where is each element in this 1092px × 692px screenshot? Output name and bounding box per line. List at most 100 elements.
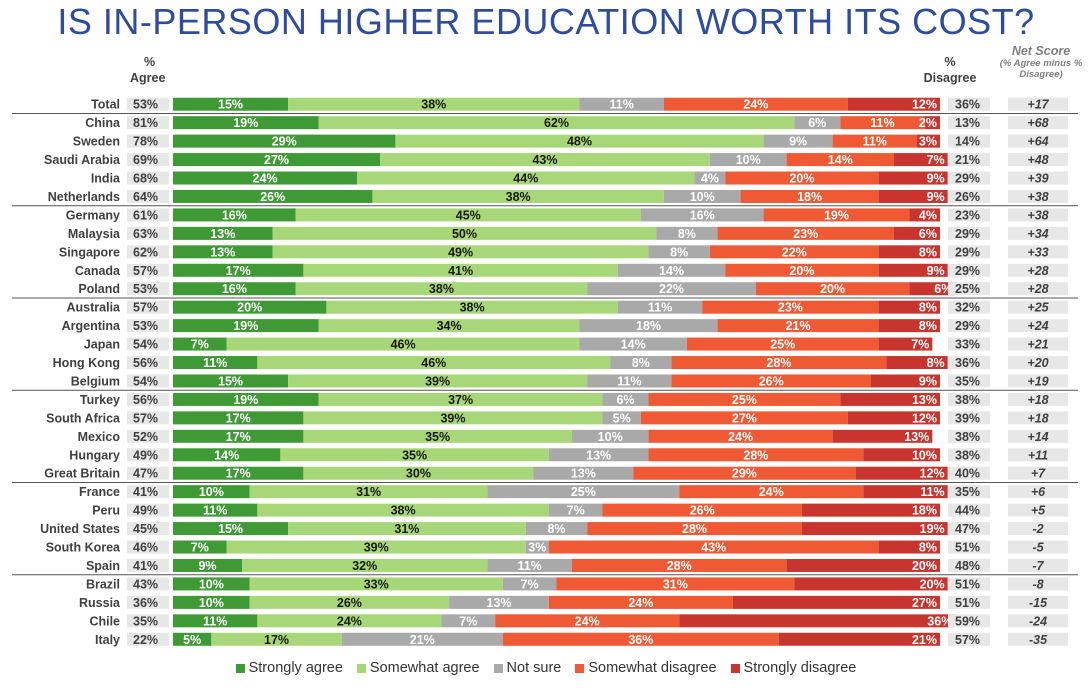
bar-segment bbox=[893, 153, 948, 167]
segment-label: 20% bbox=[789, 264, 814, 278]
country-label: Russia bbox=[79, 596, 121, 610]
bar-segment bbox=[242, 558, 488, 572]
segment-label: 17% bbox=[226, 467, 251, 481]
segment-label: 36% bbox=[927, 614, 952, 628]
country-label: Belgium bbox=[71, 374, 120, 388]
segment-label: 49% bbox=[448, 245, 473, 259]
disagree-cell bbox=[948, 134, 990, 148]
agree-value: 63% bbox=[133, 227, 158, 241]
bar-segment bbox=[257, 356, 611, 370]
segment-label: 45% bbox=[456, 208, 481, 222]
bar-segment bbox=[709, 153, 787, 167]
segment-label: 10% bbox=[690, 190, 715, 204]
segment-label: 41% bbox=[448, 264, 473, 278]
country-label: United States bbox=[40, 522, 120, 536]
segment-label: 20% bbox=[237, 301, 262, 315]
segment-label: 23% bbox=[793, 227, 818, 241]
bar-segment bbox=[295, 208, 641, 222]
segment-label: 7% bbox=[191, 541, 209, 555]
bar-segment bbox=[610, 356, 672, 370]
net-score-cell bbox=[1008, 245, 1068, 259]
segment-label: 4% bbox=[701, 172, 719, 186]
country-label: South Africa bbox=[46, 411, 121, 425]
disagree-cell bbox=[948, 485, 990, 499]
segment-label: 24% bbox=[575, 614, 600, 628]
bar-segment bbox=[173, 337, 227, 351]
bar-segment bbox=[786, 153, 894, 167]
segment-label: 27% bbox=[912, 596, 937, 610]
agree-value: 41% bbox=[133, 559, 158, 573]
bar-segment bbox=[173, 429, 304, 443]
disagree-value: 29% bbox=[955, 319, 980, 333]
bar-segment bbox=[671, 374, 871, 388]
agree-value: 36% bbox=[133, 596, 158, 610]
disagree-cell bbox=[948, 116, 990, 130]
agree-value: 54% bbox=[133, 374, 158, 388]
segment-label: 9% bbox=[198, 559, 216, 573]
segment-label: 13% bbox=[586, 448, 611, 462]
segment-label: 13% bbox=[210, 227, 235, 241]
segment-label: 44% bbox=[513, 172, 538, 186]
country-label: China bbox=[85, 116, 121, 130]
segment-label: 7% bbox=[927, 153, 945, 167]
bar-segment bbox=[602, 411, 641, 425]
agree-cell bbox=[127, 577, 169, 591]
legend-label: Not sure bbox=[506, 660, 562, 676]
disagree-cell bbox=[948, 448, 990, 462]
disagree-cell bbox=[948, 226, 990, 240]
segment-label: 2% bbox=[919, 116, 937, 130]
country-label: Spain bbox=[86, 559, 120, 573]
disagree-cell bbox=[948, 577, 990, 591]
agree-cell bbox=[127, 466, 169, 480]
segment-label: 9% bbox=[919, 374, 937, 388]
bar-segment bbox=[909, 282, 956, 296]
segment-label: 16% bbox=[222, 208, 247, 222]
bar-segment bbox=[257, 614, 442, 628]
net-score-value: +18 bbox=[1027, 411, 1048, 425]
legend-label: Strongly agree bbox=[248, 660, 343, 676]
bar-segment bbox=[702, 300, 879, 314]
legend-swatch bbox=[575, 663, 585, 673]
segment-label: 28% bbox=[766, 356, 791, 370]
bar-segment bbox=[679, 614, 956, 628]
bar-segment bbox=[878, 245, 940, 259]
disagree-value: 36% bbox=[955, 98, 980, 112]
segment-label: 26% bbox=[690, 504, 715, 518]
bar-segment bbox=[395, 134, 764, 148]
bar-segment bbox=[173, 282, 296, 296]
segment-label: 10% bbox=[199, 485, 224, 499]
net-score-value: -15 bbox=[1029, 596, 1048, 610]
segment-label: 24% bbox=[337, 614, 362, 628]
segment-label: 27% bbox=[264, 153, 289, 167]
agree-value: 62% bbox=[133, 245, 158, 259]
net-score-subtitle: (% Agree minus % Disagree) bbox=[999, 58, 1083, 80]
disagree-cell bbox=[948, 245, 990, 259]
bar-segment bbox=[663, 189, 741, 203]
agree-value: 54% bbox=[133, 338, 158, 352]
bar-segment bbox=[916, 134, 940, 148]
net-score-value: +14 bbox=[1027, 430, 1048, 444]
bar-segment bbox=[878, 189, 948, 203]
agree-value: 45% bbox=[133, 522, 158, 536]
segment-label: 10% bbox=[199, 577, 224, 591]
legend-label: Strongly disagree bbox=[743, 660, 857, 676]
agree-cell bbox=[127, 153, 169, 167]
net-score-cell bbox=[1008, 522, 1068, 536]
agree-cell bbox=[127, 374, 169, 388]
bar-segment bbox=[502, 632, 779, 646]
agree-value: 49% bbox=[133, 448, 158, 462]
country-label: Great Britain bbox=[44, 467, 120, 481]
bar-segment bbox=[357, 171, 695, 185]
segment-label: 3% bbox=[919, 135, 937, 149]
segment-label: 9% bbox=[927, 190, 945, 204]
agree-value: 53% bbox=[133, 282, 158, 296]
bar-segment bbox=[855, 466, 948, 480]
bar-segment bbox=[909, 208, 940, 222]
bar-segment bbox=[725, 263, 879, 277]
disagree-value: 48% bbox=[955, 559, 980, 573]
segment-label: 6% bbox=[934, 282, 952, 296]
country-label: Saudi Arabia bbox=[44, 153, 121, 167]
segment-label: 46% bbox=[391, 338, 416, 352]
segment-label: 11% bbox=[648, 301, 672, 315]
net-score-value: +39 bbox=[1027, 172, 1048, 186]
